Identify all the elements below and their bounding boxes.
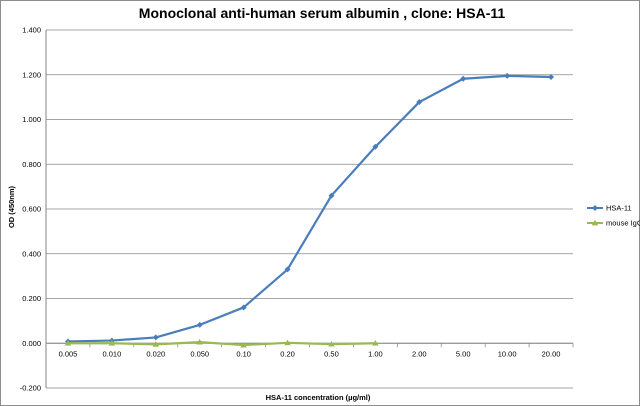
y-tick-label: 1.000 — [22, 115, 41, 124]
x-tick-label: 1.00 — [368, 349, 383, 358]
data-point — [64, 340, 72, 346]
data-point — [548, 73, 555, 80]
y-tick-label: 1.400 — [22, 26, 41, 35]
data-point — [196, 321, 203, 328]
y-tick-label: 0.600 — [22, 205, 41, 214]
x-tick-label: 0.20 — [280, 349, 295, 358]
data-point — [240, 304, 247, 311]
data-point — [328, 192, 335, 199]
series-line-0 — [67, 74, 552, 343]
legend-label: HSA-11 — [606, 204, 632, 213]
data-point — [504, 72, 511, 79]
x-axis-label: HSA-11 concentration (µg/ml) — [266, 393, 371, 402]
y-tick-label: 1.200 — [22, 70, 41, 79]
data-point — [152, 341, 159, 347]
x-tick-label: 20.00 — [542, 349, 561, 358]
data-point — [108, 340, 116, 346]
y-tick-label: -0.200 — [20, 384, 41, 393]
data-point — [152, 334, 159, 341]
data-point — [372, 340, 379, 346]
series-line-1 — [67, 341, 376, 347]
data-point — [284, 266, 291, 273]
chart-title: Monoclonal anti-human serum albumin , cl… — [139, 5, 506, 21]
y-tick-label: 0.200 — [22, 294, 41, 303]
data-point — [416, 99, 423, 106]
data-point — [284, 339, 291, 346]
x-tick-label: 2.00 — [412, 349, 427, 358]
x-tick-label: 10.00 — [498, 349, 517, 358]
x-tick-label: 0.50 — [324, 349, 339, 358]
legend-label: mouse IgG — [606, 219, 640, 228]
y-tick-label: 0.800 — [22, 160, 41, 169]
x-tick-label: 5.00 — [456, 349, 471, 358]
x-tick-label: 0.010 — [102, 349, 121, 358]
x-tick-label: 0.10 — [236, 349, 251, 358]
data-point — [372, 143, 379, 150]
data-point — [240, 341, 247, 348]
data-point — [196, 338, 203, 345]
legend-marker — [591, 219, 599, 226]
y-tick-label: 0.400 — [22, 249, 41, 258]
legend: HSA-11 mouse IgG — [587, 204, 640, 228]
x-tick-label: 0.005 — [59, 349, 78, 358]
legend-marker — [592, 205, 598, 211]
x-tick-label: 0.050 — [190, 349, 209, 358]
x-tick-labels: 0.005 0.010 0.020 0.050 0.10 0.20 0.50 1.00 2.00… — [59, 343, 574, 358]
data-point — [328, 340, 335, 347]
gridlines — [46, 29, 573, 389]
y-tick-labels: -0.200 0.000 0.200 0.400 0.600 0.800 1.000 1.20… — [20, 26, 41, 393]
data-point — [460, 75, 467, 82]
series-layer — [64, 72, 555, 348]
y-axis-label: OD (450nm) — [7, 185, 16, 228]
y-tick-label: 0.000 — [22, 339, 41, 348]
x-tick-label: 0.020 — [146, 349, 165, 358]
